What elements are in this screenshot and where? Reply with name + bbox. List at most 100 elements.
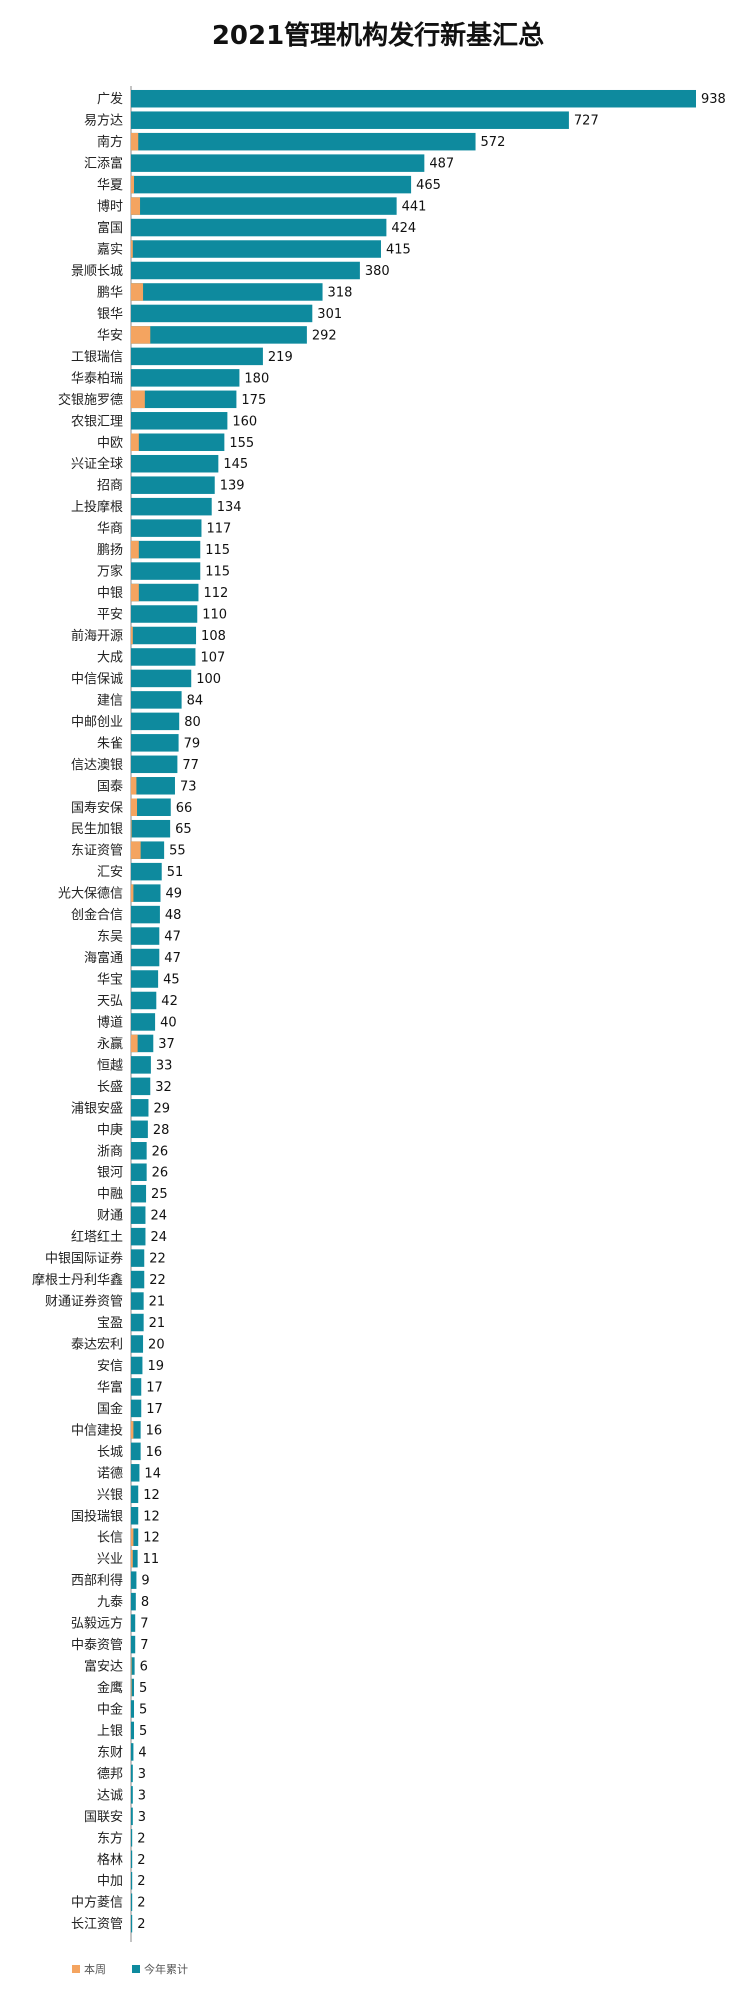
category-label-81: 东方 (97, 1830, 123, 1846)
value-label-82: 2 (137, 1853, 145, 1868)
value-label-71: 7 (140, 1617, 148, 1632)
bar-total-23 (131, 583, 199, 602)
value-label-49: 26 (152, 1144, 169, 1159)
bar-total-49 (131, 1142, 147, 1160)
bar-total-9 (131, 283, 323, 301)
bar-total-51 (131, 1184, 147, 1203)
bar-total-79 (131, 1786, 133, 1804)
bar-total-24 (131, 605, 198, 623)
value-label-28: 84 (187, 693, 204, 708)
legend-label-1: 今年累计 (144, 1962, 188, 1976)
value-label-80: 3 (138, 1810, 146, 1825)
value-label-19: 134 (217, 500, 242, 515)
bar-total-26 (131, 648, 196, 666)
category-label-32: 国泰 (97, 779, 123, 794)
bars-layer (131, 89, 696, 1933)
bar-total-34 (131, 819, 171, 838)
value-label-29: 80 (184, 715, 201, 730)
bar-total-64 (131, 1464, 140, 1482)
category-label-5: 博时 (97, 200, 123, 215)
category-label-56: 财通证券资管 (45, 1294, 123, 1310)
category-label-76: 上银 (97, 1724, 123, 1739)
category-label-13: 华泰柏瑞 (71, 371, 123, 386)
bar-total-67 (131, 1528, 139, 1546)
bar-week-32 (131, 777, 137, 795)
value-label-67: 12 (143, 1531, 160, 1546)
value-label-31: 77 (182, 758, 199, 773)
value-label-5: 441 (402, 200, 427, 215)
bar-week-34 (131, 819, 132, 838)
bar-week-35 (131, 841, 141, 859)
value-label-58: 20 (148, 1337, 165, 1352)
category-label-67: 长信 (97, 1531, 123, 1546)
bar-total-36 (131, 862, 162, 881)
bar-week-37 (131, 884, 134, 902)
category-label-36: 汇安 (97, 865, 123, 880)
bar-total-27 (131, 669, 192, 688)
legend: 本周 今年累计 (72, 1962, 188, 1976)
bar-total-71 (131, 1614, 136, 1632)
bar-total-29 (131, 712, 180, 731)
value-label-57: 21 (149, 1316, 166, 1331)
category-label-6: 富国 (97, 220, 123, 236)
bar-week-2 (131, 132, 139, 151)
value-label-9: 318 (328, 285, 353, 300)
bar-total-84 (131, 1893, 133, 1911)
value-label-48: 28 (153, 1123, 170, 1138)
bar-total-56 (131, 1292, 144, 1310)
bar-total-22 (131, 562, 201, 580)
category-label-66: 国投瑞银 (71, 1508, 123, 1524)
bar-total-30 (131, 734, 179, 752)
bar-total-81 (131, 1829, 133, 1847)
category-label-41: 华宝 (97, 973, 123, 988)
category-label-3: 汇添富 (84, 156, 123, 172)
category-label-55: 摩根士丹利华鑫 (32, 1272, 123, 1288)
value-label-38: 48 (165, 908, 182, 923)
bar-total-60 (131, 1378, 142, 1396)
bar-total-40 (131, 948, 160, 967)
category-label-33: 国寿安保 (71, 801, 123, 816)
category-label-14: 交银施罗德 (58, 392, 123, 408)
value-label-42: 42 (161, 994, 178, 1009)
value-label-72: 7 (140, 1638, 148, 1653)
category-label-23: 中银 (97, 586, 123, 601)
category-label-73: 富安达 (84, 1659, 123, 1675)
category-label-38: 创金合信 (71, 907, 123, 923)
category-labels: 广发易方达南方汇添富华夏博时富国嘉实景顺长城鹏华银华华安工银瑞信华泰柏瑞交银施罗… (32, 91, 123, 1932)
category-label-84: 中方菱信 (71, 1895, 123, 1911)
category-label-26: 大成 (97, 650, 123, 665)
category-label-65: 兴银 (97, 1488, 123, 1503)
bar-total-28 (131, 691, 182, 709)
bar-total-78 (131, 1764, 133, 1783)
value-label-50: 26 (152, 1166, 169, 1181)
value-label-66: 12 (143, 1509, 160, 1524)
bar-total-70 (131, 1592, 136, 1611)
category-label-19: 上投摩根 (71, 499, 123, 515)
bar-total-45 (131, 1056, 151, 1074)
bar-total-5 (131, 197, 397, 215)
value-label-30: 79 (184, 736, 201, 751)
bar-total-32 (131, 777, 175, 795)
bar-total-33 (131, 798, 171, 816)
bar-total-21 (131, 540, 201, 559)
category-label-30: 朱雀 (97, 736, 123, 751)
category-label-71: 弘毅远方 (71, 1616, 123, 1632)
category-label-16: 中欧 (97, 436, 123, 451)
value-label-63: 16 (146, 1445, 163, 1460)
category-label-9: 鹏华 (97, 285, 123, 300)
bar-total-85 (131, 1914, 133, 1933)
category-label-49: 浙商 (97, 1144, 123, 1159)
bar-week-33 (131, 798, 138, 816)
bar-total-16 (131, 433, 225, 451)
bar-total-59 (131, 1356, 143, 1375)
value-labels: 9387275724874654414244153803183012922191… (137, 92, 726, 1932)
bar-total-17 (131, 454, 219, 473)
bar-total-25 (131, 626, 197, 645)
category-label-11: 华安 (97, 328, 123, 343)
category-label-45: 恒越 (97, 1058, 123, 1073)
value-label-10: 301 (317, 307, 342, 322)
category-label-58: 泰达宏利 (71, 1337, 123, 1352)
category-label-83: 中加 (97, 1874, 123, 1889)
category-label-80: 国联安 (84, 1810, 123, 1825)
